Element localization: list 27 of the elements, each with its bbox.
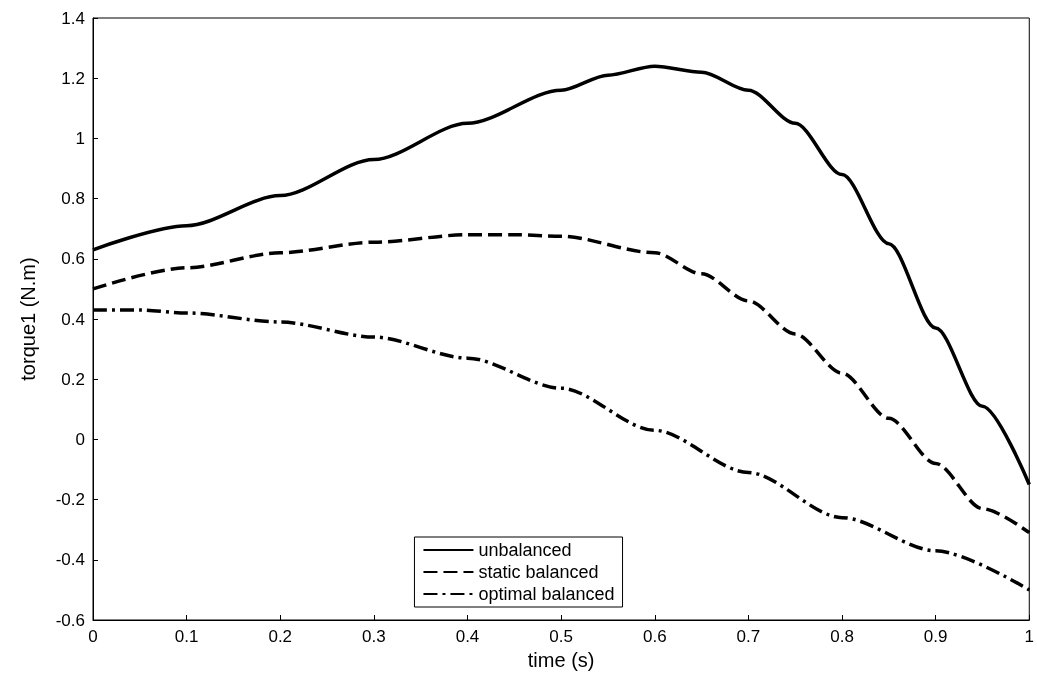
y-tick-label: 0.2 <box>61 369 85 389</box>
y-tick-label: 1 <box>75 128 85 148</box>
x-tick-label: 0.3 <box>362 627 386 646</box>
y-tick-label: 0.8 <box>61 189 85 209</box>
x-tick-label: 0.4 <box>455 627 480 646</box>
y-tick-label: -0.4 <box>55 550 85 570</box>
x-tick-label: 0.7 <box>736 627 761 646</box>
x-axis-title: time (s) <box>527 649 595 671</box>
y-tick-label: 0.6 <box>61 249 85 269</box>
legend-label: static balanced <box>478 562 599 582</box>
y-tick-label: 1.4 <box>61 8 85 28</box>
legend-label: unbalanced <box>478 540 572 560</box>
y-tick-label: 0.4 <box>61 309 85 329</box>
x-tick-label: 0.1 <box>174 627 199 646</box>
x-tick-label: 0.8 <box>830 627 854 646</box>
y-tick-label: 1.2 <box>61 68 85 88</box>
x-tick-label: 0.6 <box>642 627 667 646</box>
x-tick-label: 0.2 <box>268 627 293 646</box>
y-tick-label: -0.2 <box>55 490 85 510</box>
y-tick-label: -0.6 <box>55 610 85 630</box>
x-tick-label: 0 <box>88 627 98 646</box>
y-axis-title: torque1 (N.m) <box>17 257 39 381</box>
legend-label: optimal balanced <box>478 584 615 604</box>
x-tick-label: 0.5 <box>549 627 573 646</box>
x-tick-label: 0.9 <box>923 627 948 646</box>
y-tick-label: 0 <box>75 429 85 449</box>
x-tick-label: 1 <box>1024 627 1035 646</box>
